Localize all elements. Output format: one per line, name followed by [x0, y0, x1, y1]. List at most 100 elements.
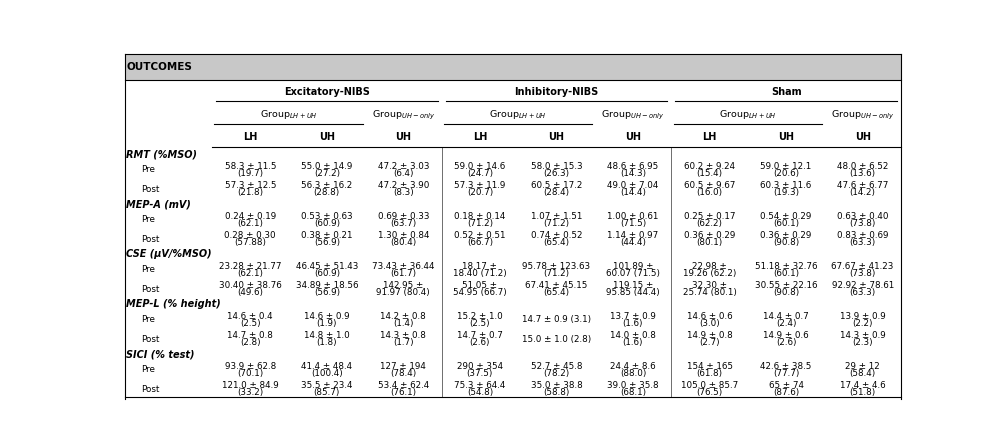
- Text: 14.3 ± 0.9: 14.3 ± 0.9: [840, 332, 886, 340]
- Text: 13.7 ± 0.9: 13.7 ± 0.9: [610, 312, 656, 321]
- Text: (76.1): (76.1): [390, 388, 416, 397]
- Text: 60.07 (71.5): 60.07 (71.5): [606, 269, 660, 278]
- Text: (76.5): (76.5): [697, 388, 723, 397]
- Text: (78.2): (78.2): [544, 369, 570, 378]
- Text: 23.28 ± 21.77: 23.28 ± 21.77: [219, 262, 281, 271]
- Text: MEP-A (mV): MEP-A (mV): [126, 199, 191, 209]
- Text: 18.40 (71.2): 18.40 (71.2): [453, 269, 507, 278]
- Text: (65.4): (65.4): [544, 288, 570, 297]
- Text: 15.2 ± 1.0: 15.2 ± 1.0: [457, 312, 503, 321]
- Text: (26.3): (26.3): [544, 169, 570, 178]
- Text: 14.6 ± 0.6: 14.6 ± 0.6: [687, 312, 733, 321]
- Text: 0.28 ± 0.30: 0.28 ± 0.30: [224, 231, 276, 240]
- Text: 48.0 ± 6.52: 48.0 ± 6.52: [837, 162, 888, 171]
- Text: (14.3): (14.3): [620, 169, 646, 178]
- Text: 59.0 ± 12.1: 59.0 ± 12.1: [761, 162, 812, 171]
- Text: Group$_{LH+UH}$: Group$_{LH+UH}$: [719, 108, 777, 121]
- Text: Post: Post: [141, 185, 159, 194]
- Text: (77.7): (77.7): [773, 369, 799, 378]
- Text: 14.4 ± 0.7: 14.4 ± 0.7: [763, 312, 809, 321]
- Text: (63.3): (63.3): [850, 238, 876, 247]
- Text: 0.24 ± 0.19: 0.24 ± 0.19: [224, 212, 276, 221]
- Text: (16.0): (16.0): [697, 188, 723, 197]
- Text: 142.95 ±: 142.95 ±: [383, 281, 423, 290]
- Text: (27.2): (27.2): [313, 169, 340, 178]
- Text: (56.9): (56.9): [313, 238, 340, 247]
- Text: (100.4): (100.4): [311, 369, 342, 378]
- Text: 35.0 ± 38.8: 35.0 ± 38.8: [531, 381, 583, 390]
- Text: (1.9): (1.9): [316, 319, 337, 328]
- Text: (63.7): (63.7): [390, 219, 416, 228]
- Text: Post: Post: [141, 235, 159, 244]
- Text: 0.69 ± 0.33: 0.69 ± 0.33: [377, 212, 429, 221]
- Text: 1.00 ± 0.61: 1.00 ± 0.61: [608, 212, 659, 221]
- Text: 0.54 ± 0.29: 0.54 ± 0.29: [761, 212, 812, 221]
- Text: RMT (%MSO): RMT (%MSO): [126, 149, 197, 159]
- Text: (1.4): (1.4): [393, 319, 413, 328]
- Text: (2.6): (2.6): [776, 338, 797, 347]
- Text: 119.15 ±: 119.15 ±: [613, 281, 653, 290]
- Text: Pre: Pre: [141, 315, 154, 324]
- Text: Pre: Pre: [141, 265, 154, 274]
- Text: (60.9): (60.9): [313, 219, 340, 228]
- Text: UH: UH: [395, 133, 411, 142]
- Text: 18.17 ±: 18.17 ±: [462, 262, 497, 271]
- Text: (24.7): (24.7): [466, 169, 492, 178]
- Text: 14.3 ± 0.8: 14.3 ± 0.8: [380, 332, 426, 340]
- Text: 42.6 ± 38.5: 42.6 ± 38.5: [761, 362, 812, 371]
- Text: (28.8): (28.8): [313, 188, 340, 197]
- Text: (65.4): (65.4): [544, 238, 570, 247]
- Text: 51.18 ± 32.76: 51.18 ± 32.76: [755, 262, 818, 271]
- Text: Sham: Sham: [771, 87, 802, 97]
- Text: 127 ± 194: 127 ± 194: [380, 362, 426, 371]
- Text: 101.89 ±: 101.89 ±: [613, 262, 654, 271]
- Text: 0.52 ± 0.51: 0.52 ± 0.51: [454, 231, 506, 240]
- Text: 19.26 (62.2): 19.26 (62.2): [683, 269, 736, 278]
- Text: Group$_{LH+UH}$: Group$_{LH+UH}$: [489, 108, 548, 121]
- Text: (60.1): (60.1): [773, 219, 799, 228]
- Text: 47.6 ± 6.77: 47.6 ± 6.77: [837, 181, 888, 190]
- Text: 35.5 ± 23.4: 35.5 ± 23.4: [301, 381, 352, 390]
- Text: 25.74 (80.1): 25.74 (80.1): [683, 288, 737, 297]
- Text: (2.8): (2.8): [240, 338, 260, 347]
- Text: 57.3 ± 11.9: 57.3 ± 11.9: [454, 181, 506, 190]
- Text: SICI (% test): SICI (% test): [126, 349, 194, 359]
- Text: UH: UH: [855, 133, 871, 142]
- Text: LH: LH: [243, 133, 257, 142]
- Text: (2.5): (2.5): [469, 319, 490, 328]
- Text: 14.8 ± 1.0: 14.8 ± 1.0: [304, 332, 349, 340]
- Text: UH: UH: [549, 133, 565, 142]
- Text: 55.0 ± 14.9: 55.0 ± 14.9: [301, 162, 352, 171]
- Text: 14.7 ± 0.9 (3.1): 14.7 ± 0.9 (3.1): [522, 315, 591, 324]
- Text: (56.9): (56.9): [313, 288, 340, 297]
- Text: (90.8): (90.8): [773, 238, 799, 247]
- Text: 73.43 ± 36.44: 73.43 ± 36.44: [372, 262, 434, 271]
- Text: (71.2): (71.2): [544, 219, 570, 228]
- Text: 14.9 ± 0.8: 14.9 ± 0.8: [687, 332, 733, 340]
- Text: 30.55 ± 22.16: 30.55 ± 22.16: [755, 281, 818, 290]
- Text: 47.2 ± 3.03: 47.2 ± 3.03: [377, 162, 429, 171]
- Text: (14.4): (14.4): [620, 188, 646, 197]
- Text: (54.8): (54.8): [466, 388, 493, 397]
- Text: (62.1): (62.1): [237, 219, 263, 228]
- Text: (70.1): (70.1): [237, 369, 263, 378]
- Text: 154 ± 165: 154 ± 165: [687, 362, 733, 371]
- Text: 48.6 ± 6.95: 48.6 ± 6.95: [608, 162, 659, 171]
- Text: Post: Post: [141, 284, 159, 293]
- Text: 49.0 ± 7.04: 49.0 ± 7.04: [608, 181, 659, 190]
- Text: 29 ± 12: 29 ± 12: [845, 362, 880, 371]
- Text: (87.6): (87.6): [773, 388, 799, 397]
- Text: 67.67 ± 41.23: 67.67 ± 41.23: [832, 262, 894, 271]
- Text: 13.9 ± 0.9: 13.9 ± 0.9: [840, 312, 886, 321]
- Text: (6.4): (6.4): [393, 169, 413, 178]
- Text: 14.2 ± 0.8: 14.2 ± 0.8: [380, 312, 426, 321]
- Text: (2.3): (2.3): [852, 338, 873, 347]
- Text: Group$_{UH-only}$: Group$_{UH-only}$: [602, 108, 665, 121]
- Text: (58.8): (58.8): [544, 388, 570, 397]
- Text: 34.89 ± 18.56: 34.89 ± 18.56: [295, 281, 358, 290]
- Text: (78.4): (78.4): [390, 369, 416, 378]
- Text: 105.0 ± 85.7: 105.0 ± 85.7: [681, 381, 738, 390]
- Text: Pre: Pre: [141, 165, 154, 174]
- Text: (44.4): (44.4): [620, 238, 646, 247]
- Text: 0.53 ± 0.63: 0.53 ± 0.63: [301, 212, 352, 221]
